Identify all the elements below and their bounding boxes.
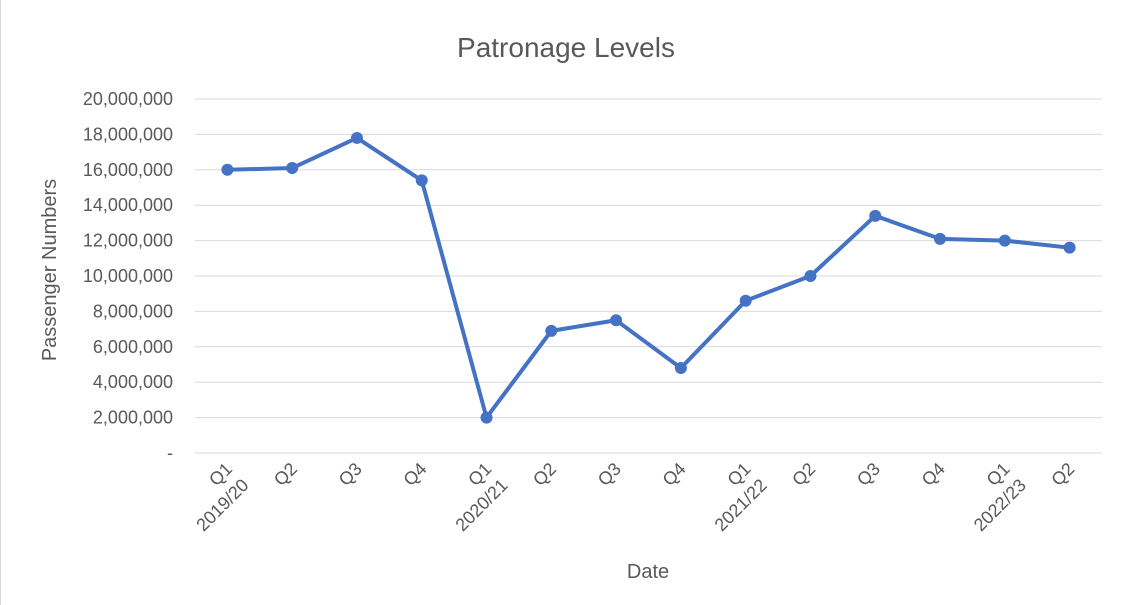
data-point bbox=[480, 411, 493, 424]
data-point bbox=[286, 162, 299, 175]
data-point bbox=[804, 270, 817, 282]
y-tick-label: 16,000,000 bbox=[83, 160, 173, 180]
x-tick-group: Q4 bbox=[399, 459, 430, 490]
y-tick-label: 12,000,000 bbox=[83, 231, 173, 251]
chart-title: Patronage Levels bbox=[457, 32, 675, 63]
x-tick-quarter: Q3 bbox=[853, 459, 884, 490]
data-point bbox=[545, 324, 558, 337]
y-tick-label: 14,000,000 bbox=[83, 195, 173, 215]
y-tick-label: 8,000,000 bbox=[93, 301, 173, 321]
x-tick-quarter: Q4 bbox=[918, 459, 949, 490]
data-point bbox=[739, 294, 752, 307]
data-point bbox=[934, 232, 947, 245]
data-point bbox=[869, 209, 882, 222]
x-tick-quarter: Q3 bbox=[335, 459, 366, 490]
x-tick-group: Q3 bbox=[335, 459, 366, 490]
data-point bbox=[1063, 241, 1076, 254]
y-tick-label: 10,000,000 bbox=[83, 266, 173, 286]
data-point bbox=[674, 362, 687, 375]
data-point bbox=[350, 131, 363, 144]
x-tick-group: Q2 bbox=[1047, 459, 1078, 490]
x-tick-group: Q3 bbox=[594, 459, 625, 490]
x-tick-quarter: Q2 bbox=[270, 459, 301, 490]
x-tick-quarter: Q2 bbox=[788, 459, 819, 490]
y-tick-label: 4,000,000 bbox=[93, 372, 173, 392]
y-tick-label: 6,000,000 bbox=[93, 337, 173, 357]
x-tick-quarter: Q2 bbox=[529, 459, 560, 490]
x-tick-group: Q4 bbox=[918, 459, 949, 490]
y-axis-ticks: - 2,000,000 4,000,000 6,000,000 8,000,000 10,… bbox=[83, 89, 173, 463]
series-layer bbox=[221, 131, 1076, 424]
gridlines bbox=[195, 98, 1102, 454]
data-point bbox=[415, 174, 428, 187]
x-tick-quarter: Q2 bbox=[1047, 459, 1078, 490]
x-tick-group: Q3 bbox=[853, 459, 884, 490]
y-tick-label: 18,000,000 bbox=[83, 124, 173, 144]
data-point bbox=[610, 314, 623, 327]
x-tick-group: Q4 bbox=[659, 459, 690, 490]
y-tick-label: 20,000,000 bbox=[83, 89, 173, 109]
data-point bbox=[998, 234, 1011, 247]
x-tick-quarter: Q4 bbox=[399, 459, 430, 490]
y-tick-label: - bbox=[167, 443, 173, 463]
y-axis-title: Passenger Numbers bbox=[39, 179, 61, 361]
data-point bbox=[221, 163, 234, 176]
x-tick-group: Q2 bbox=[529, 459, 560, 490]
x-tick-quarter: Q3 bbox=[594, 459, 625, 490]
x-tick-quarter: Q4 bbox=[659, 459, 690, 490]
x-tick-group: Q2 bbox=[788, 459, 819, 490]
x-axis-title: Date bbox=[627, 561, 669, 583]
y-tick-label: 2,000,000 bbox=[93, 408, 173, 428]
x-tick-group: Q2 bbox=[270, 459, 301, 490]
series-line bbox=[227, 135, 1070, 420]
